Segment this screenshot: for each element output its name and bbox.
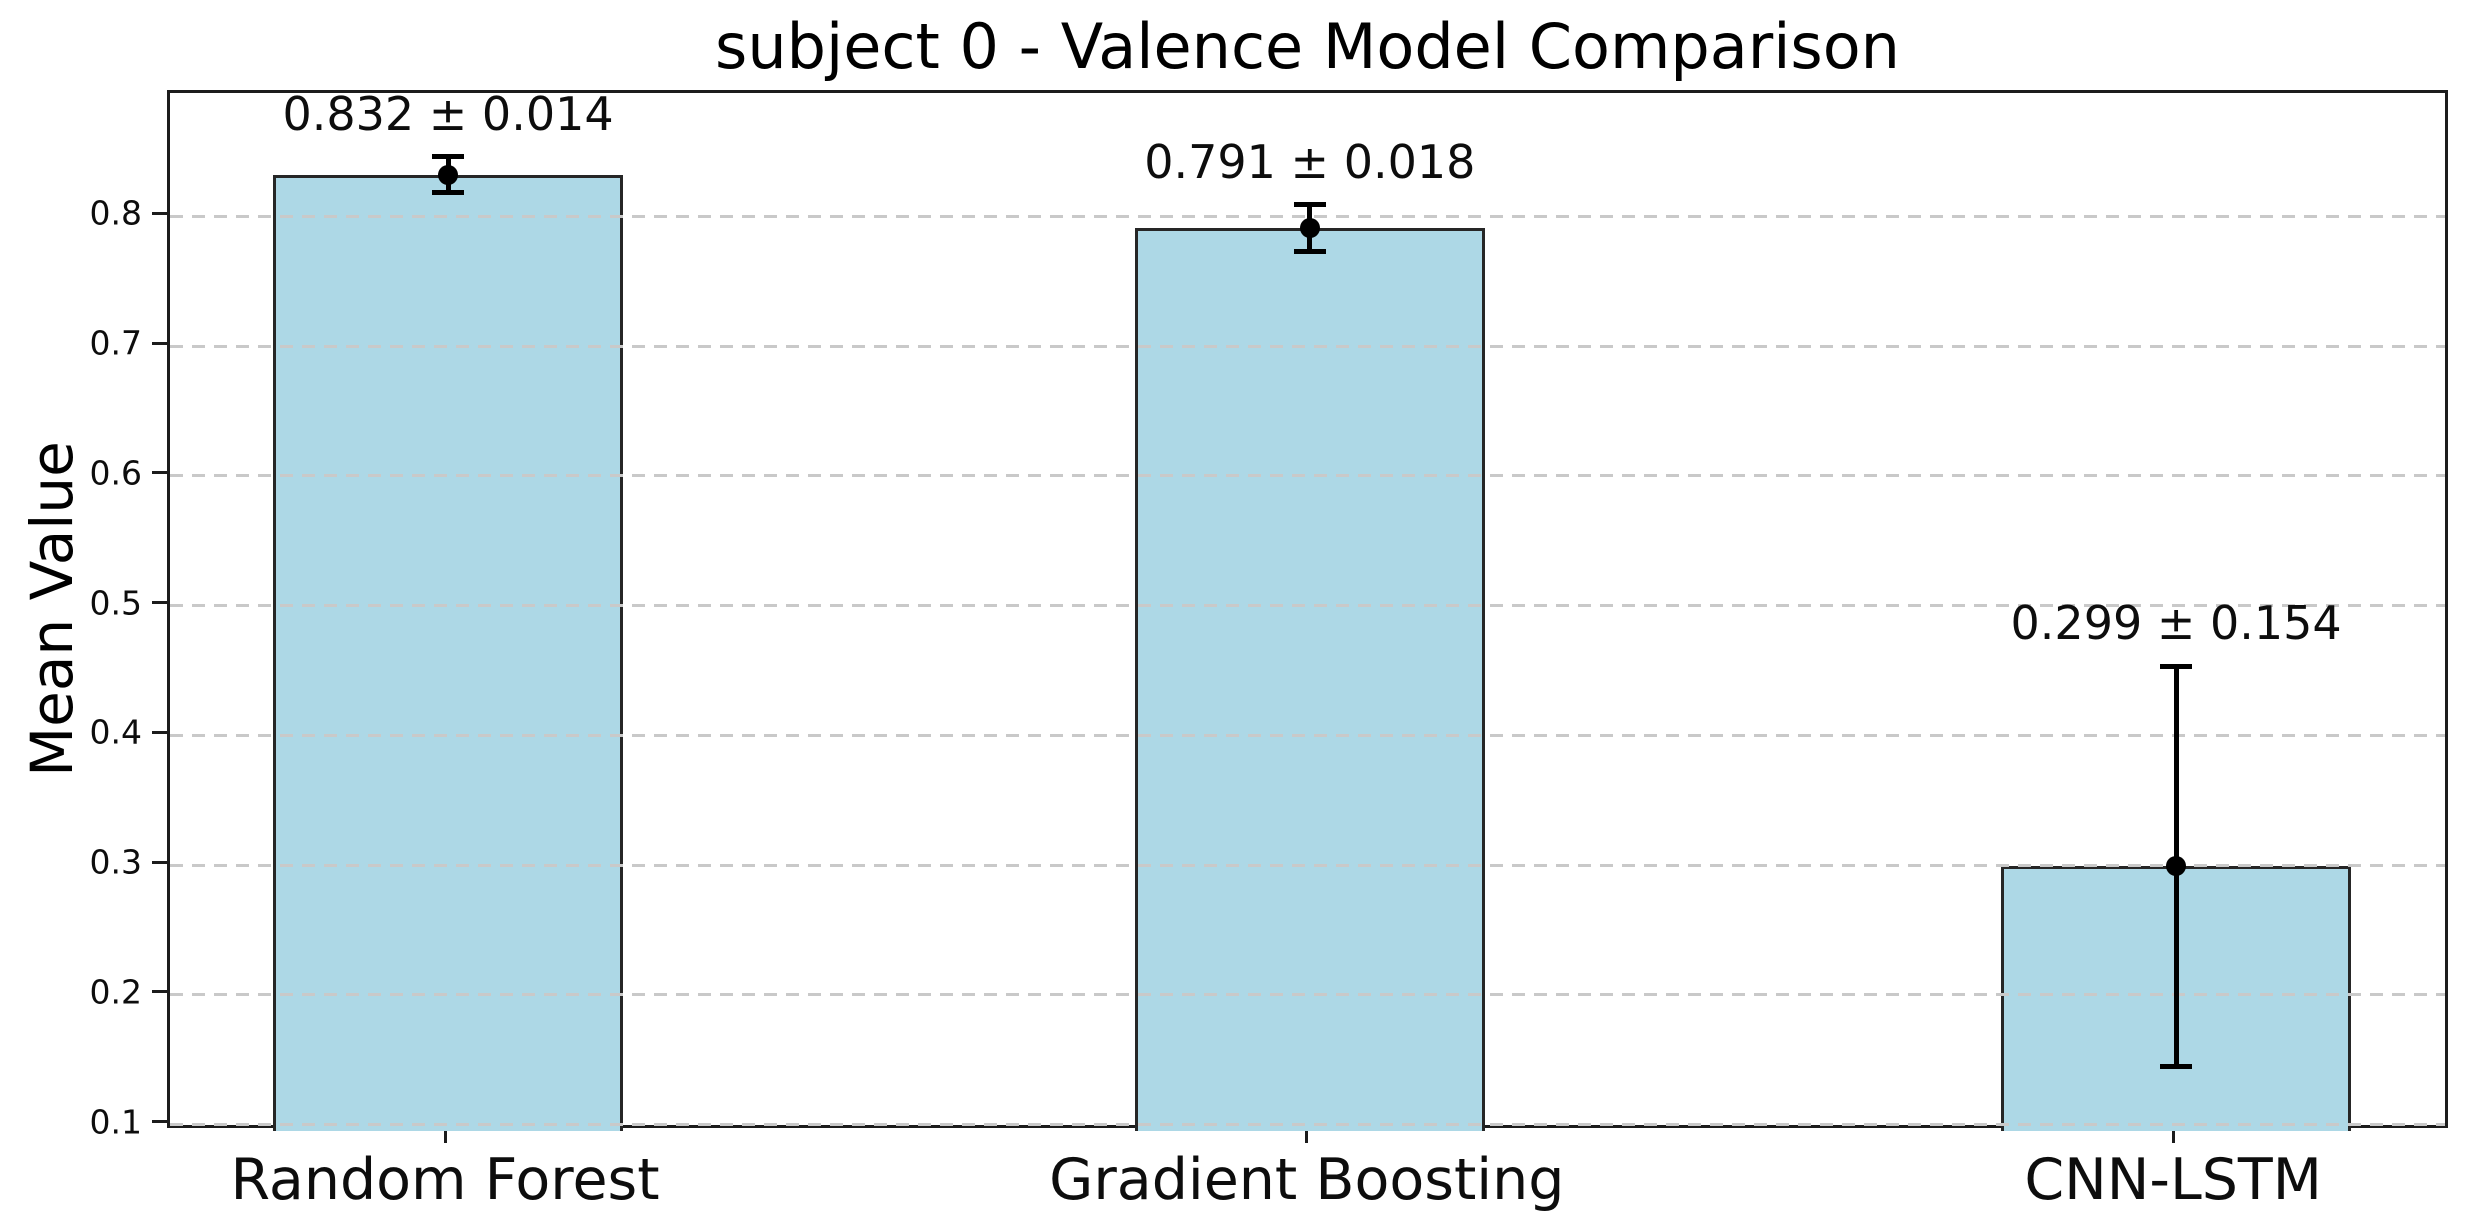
bar-value-annotation-2: 0.299 ± 0.154 — [2010, 596, 2342, 651]
y-tick-label-0.5: 0.5 — [89, 583, 142, 622]
gridline-0.1 — [170, 1123, 2445, 1126]
x-tick-label-1: Gradient Boosting — [1049, 1147, 1565, 1213]
y-tick-mark-0.2 — [152, 990, 167, 994]
gridline-0.7 — [170, 344, 2445, 348]
y-tick-label-0.1: 0.1 — [89, 1102, 142, 1141]
mean-marker-0 — [438, 164, 459, 185]
x-tick-mark-1 — [1305, 1128, 1309, 1143]
error-bar-cap-bottom-2 — [2160, 1063, 2193, 1069]
y-tick-label-0.3: 0.3 — [89, 842, 142, 882]
mean-marker-1 — [1299, 217, 1320, 238]
mean-marker-2 — [2166, 856, 2187, 877]
y-tick-mark-0.1 — [152, 1120, 167, 1123]
gridline-0.2 — [170, 993, 2445, 997]
chart-title: subject 0 - Valence Model Comparison — [715, 10, 1900, 83]
y-tick-mark-0.8 — [152, 211, 167, 215]
gridline-0.5 — [170, 604, 2445, 607]
bar-1 — [1134, 227, 1485, 1131]
bar-0 — [273, 174, 624, 1131]
y-tick-mark-0.5 — [152, 601, 167, 604]
y-tick-mark-0.6 — [152, 471, 167, 475]
y-axis-label: Mean Value — [18, 441, 86, 777]
gridline-0.4 — [170, 733, 2445, 737]
y-tick-label-0.6: 0.6 — [89, 453, 142, 493]
x-tick-mark-0 — [443, 1128, 447, 1143]
y-tick-label-0.7: 0.7 — [89, 323, 142, 363]
bar-value-annotation-1: 0.791 ± 0.018 — [1144, 134, 1476, 189]
y-tick-mark-0.7 — [152, 341, 167, 345]
y-tick-label-0.4: 0.4 — [89, 712, 142, 752]
error-bar-cap-top-1 — [1293, 202, 1326, 208]
y-tick-label-0.8: 0.8 — [89, 193, 142, 233]
plot-area: 0.832 ± 0.014 0.791 ± 0.018 0.299 ± 0.154 — [167, 86, 2448, 1131]
error-bar-cap-bottom-0 — [432, 190, 465, 196]
y-tick-mark-0.4 — [152, 730, 167, 734]
gridline-0.6 — [170, 474, 2445, 478]
y-tick-mark-0.3 — [152, 860, 167, 864]
error-bar-cap-top-2 — [2160, 663, 2193, 669]
gridline-0.3 — [170, 863, 2445, 867]
y-tick-label-0.2: 0.2 — [89, 972, 142, 1012]
error-bar-cap-top-0 — [432, 154, 465, 160]
x-tick-label-0: Random Forest — [230, 1147, 660, 1213]
x-tick-mark-2 — [2171, 1128, 2175, 1143]
x-tick-label-2: CNN-LSTM — [2024, 1147, 2322, 1213]
bar-value-annotation-0: 0.832 ± 0.014 — [282, 86, 614, 141]
error-bar-cap-bottom-1 — [1293, 248, 1326, 254]
